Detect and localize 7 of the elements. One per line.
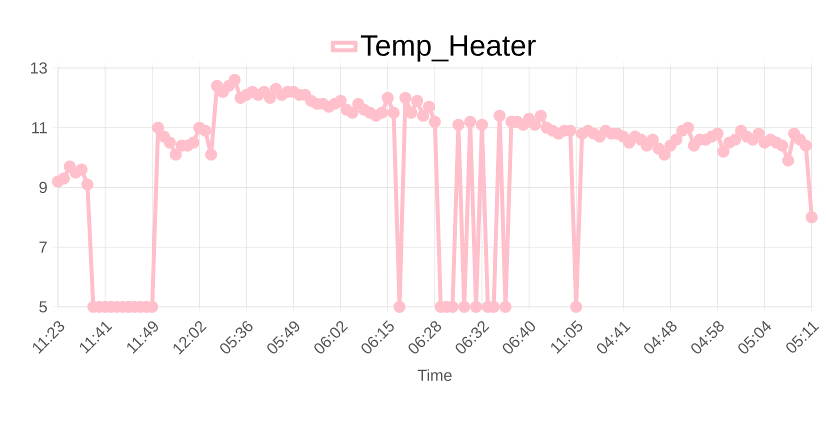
y-tick-label: 11 [32,122,47,134]
y-tick-label: 5 [39,301,47,313]
legend-label: Temp_Heater [360,36,536,62]
y-tick-label: 7 [40,242,47,253]
y-tick-label: 13 [31,62,47,74]
y-tick-label: 9 [39,182,47,194]
x-axis-title: Time [418,369,452,382]
